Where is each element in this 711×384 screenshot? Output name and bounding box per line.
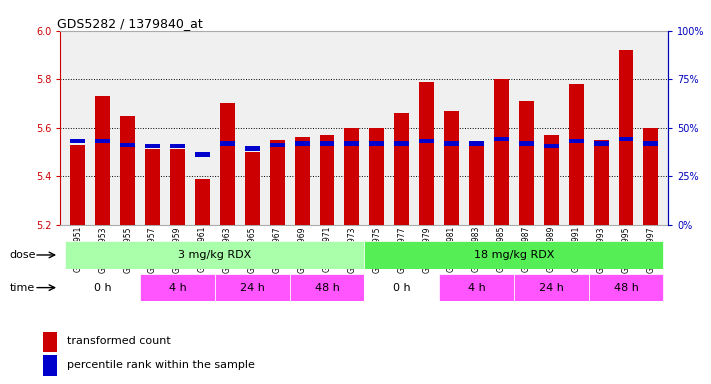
Text: 48 h: 48 h xyxy=(314,283,339,293)
Text: 4 h: 4 h xyxy=(169,283,186,293)
Text: 0 h: 0 h xyxy=(94,283,112,293)
Bar xyxy=(643,128,658,225)
Bar xyxy=(95,96,110,225)
Bar xyxy=(444,141,459,146)
Bar xyxy=(294,137,309,225)
Bar xyxy=(140,274,215,301)
Bar xyxy=(344,141,359,146)
Bar xyxy=(95,139,110,144)
Bar xyxy=(469,141,484,146)
Bar xyxy=(120,116,135,225)
Bar xyxy=(594,141,609,146)
Bar xyxy=(289,274,364,301)
Bar xyxy=(370,128,385,225)
Bar xyxy=(494,137,509,141)
Bar xyxy=(419,139,434,144)
Bar xyxy=(514,274,589,301)
Bar xyxy=(195,152,210,157)
Text: 4 h: 4 h xyxy=(468,283,486,293)
Bar xyxy=(170,149,185,225)
Bar xyxy=(145,144,160,148)
Bar xyxy=(419,82,434,225)
Bar xyxy=(70,139,85,144)
Text: 48 h: 48 h xyxy=(614,283,638,293)
Text: 24 h: 24 h xyxy=(240,283,264,293)
Bar xyxy=(589,274,663,301)
Bar xyxy=(195,179,210,225)
Bar xyxy=(439,274,514,301)
Bar xyxy=(43,332,57,352)
Bar xyxy=(444,111,459,225)
Bar xyxy=(594,140,609,225)
Bar xyxy=(519,141,534,146)
Bar xyxy=(70,145,85,225)
Bar xyxy=(43,356,57,376)
Bar xyxy=(120,143,135,147)
Text: transformed count: transformed count xyxy=(67,336,171,346)
Bar xyxy=(365,241,663,269)
Text: 0 h: 0 h xyxy=(393,283,410,293)
Bar xyxy=(269,143,284,147)
Bar xyxy=(245,152,260,225)
Bar xyxy=(220,141,235,146)
Bar xyxy=(395,141,410,146)
Bar xyxy=(370,141,385,146)
Text: GDS5282 / 1379840_at: GDS5282 / 1379840_at xyxy=(58,17,203,30)
Bar xyxy=(544,135,559,225)
Bar xyxy=(395,113,410,225)
Bar xyxy=(469,145,484,225)
Text: dose: dose xyxy=(9,250,36,260)
Bar xyxy=(643,141,658,146)
Bar xyxy=(544,144,559,148)
Bar xyxy=(245,146,260,151)
Bar xyxy=(619,50,634,225)
Bar xyxy=(65,241,365,269)
Bar xyxy=(269,140,284,225)
Bar xyxy=(344,128,359,225)
Bar xyxy=(319,135,334,225)
Bar xyxy=(220,103,235,225)
Bar xyxy=(569,139,584,144)
Bar xyxy=(494,79,509,225)
Bar xyxy=(170,144,185,148)
Text: percentile rank within the sample: percentile rank within the sample xyxy=(67,360,255,370)
Bar xyxy=(569,84,584,225)
Bar xyxy=(319,141,334,146)
Text: 3 mg/kg RDX: 3 mg/kg RDX xyxy=(178,250,252,260)
Bar xyxy=(145,149,160,225)
Bar xyxy=(215,274,289,301)
Bar xyxy=(519,101,534,225)
Text: time: time xyxy=(9,283,35,293)
Bar xyxy=(619,137,634,141)
Text: 18 mg/kg RDX: 18 mg/kg RDX xyxy=(474,250,554,260)
Bar xyxy=(294,141,309,146)
Bar xyxy=(365,274,439,301)
Bar xyxy=(65,274,140,301)
Text: 24 h: 24 h xyxy=(539,283,564,293)
